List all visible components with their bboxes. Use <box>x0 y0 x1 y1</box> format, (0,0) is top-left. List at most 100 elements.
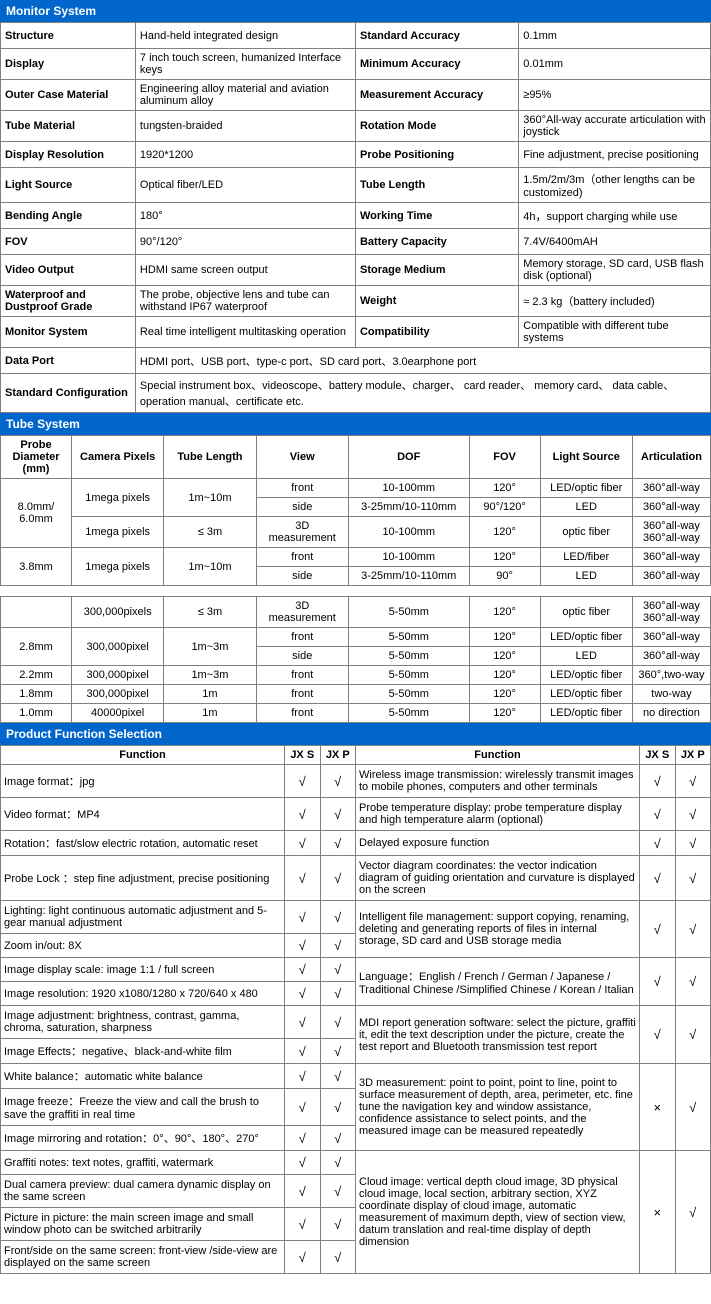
cell: 300,000pixel <box>72 628 164 666</box>
cell: Outer Case Material <box>1 80 136 111</box>
cell: 8.0mm/ 6.0mm <box>1 479 72 548</box>
func-text: MDI report generation software: select t… <box>356 1006 640 1064</box>
cell: 3.8mm <box>1 548 72 586</box>
cell: 3-25mm/10-110mm <box>348 567 469 586</box>
jxs-mark: √ <box>285 1208 321 1241</box>
func-text: Image adjustment: brightness, contrast, … <box>1 1006 285 1039</box>
cell: 7 inch touch screen, humanized Interface… <box>135 49 355 80</box>
cell: 5-50mm <box>348 666 469 685</box>
cell: 10-100mm <box>348 479 469 498</box>
cell: Real time intelligent multitasking opera… <box>135 317 355 348</box>
jxs-mark: √ <box>285 831 321 856</box>
cell: 1mega pixels <box>72 479 164 517</box>
cell: 1m~3m <box>164 628 256 666</box>
jxs-mark: √ <box>285 856 321 901</box>
cell: 120° <box>469 548 540 567</box>
cell: Structure <box>1 23 136 49</box>
cell: 5-50mm <box>348 704 469 723</box>
func-text: Vector diagram coordinates: the vector i… <box>356 856 640 901</box>
func-text: Front/side on the same screen: front-vie… <box>1 1241 285 1274</box>
cell: no direction <box>632 704 710 723</box>
jxp-mark: √ <box>320 934 356 958</box>
cell: 1920*1200 <box>135 142 355 168</box>
jxs-mark: √ <box>285 765 321 798</box>
cell: 5-50mm <box>348 628 469 647</box>
jxs-mark: √ <box>285 798 321 831</box>
func-text: Image freeze：Freeze the view and call th… <box>1 1089 285 1126</box>
jxp-mark: √ <box>675 1064 711 1151</box>
jxs-mark: √ <box>640 958 676 1006</box>
jxs-mark: √ <box>285 1089 321 1126</box>
cell: 1mega pixels <box>72 548 164 586</box>
cell <box>1 597 72 628</box>
cell: Compatibility <box>355 317 518 348</box>
cell: Display <box>1 49 136 80</box>
jxs-mark: × <box>640 1151 676 1274</box>
cell: 1.8mm <box>1 685 72 704</box>
func-text: Zoom in/out: 8X <box>1 934 285 958</box>
jxp-mark: √ <box>320 765 356 798</box>
jxp-mark: √ <box>320 958 356 982</box>
cell: front <box>256 704 348 723</box>
cell: 120° <box>469 704 540 723</box>
cell: 360°all-way <box>632 628 710 647</box>
cell: Special instrument box、videoscope、batter… <box>135 374 710 413</box>
col-header: View <box>256 436 348 479</box>
jxs-mark: √ <box>285 1039 321 1064</box>
cell: ≤ 3m <box>164 597 256 628</box>
col-header: Camera Pixels <box>72 436 164 479</box>
jxp-mark: √ <box>320 1175 356 1208</box>
jxp-mark: √ <box>320 1064 356 1089</box>
jxp-mark: √ <box>675 1006 711 1064</box>
cell: 1m <box>164 704 256 723</box>
cell: LED/optic fiber <box>540 704 632 723</box>
jxs-mark: √ <box>285 958 321 982</box>
cell: 2.8mm <box>1 628 72 666</box>
cell: 5-50mm <box>348 597 469 628</box>
col-header: Light Source <box>540 436 632 479</box>
cell: 120° <box>469 517 540 548</box>
cell: Video Output <box>1 255 136 286</box>
col-header: Tube Length <box>164 436 256 479</box>
cell: ≥95% <box>519 80 711 111</box>
cell: 3D measurement <box>256 517 348 548</box>
cell: side <box>256 647 348 666</box>
cell: ≤ 3m <box>164 517 256 548</box>
cell: LED <box>540 498 632 517</box>
tube-table-1: Probe Diameter (mm)Camera PixelsTube Len… <box>0 435 711 586</box>
func-text: Graffiti notes: text notes, graffiti, wa… <box>1 1151 285 1175</box>
jxp-mark: √ <box>320 1006 356 1039</box>
jxs-mark: √ <box>640 1006 676 1064</box>
func-text: Image display scale: image 1:1 / full sc… <box>1 958 285 982</box>
cell: FOV <box>1 229 136 255</box>
cell: 300,000pixel <box>72 685 164 704</box>
cell: side <box>256 498 348 517</box>
cell: 3-25mm/10-110mm <box>348 498 469 517</box>
func-text: Probe temperature display: probe tempera… <box>356 798 640 831</box>
cell: Rotation Mode <box>355 111 518 142</box>
cell: Hand-held integrated design <box>135 23 355 49</box>
cell: LED/optic fiber <box>540 666 632 685</box>
cell: ≈ 2.3 kg（battery included) <box>519 286 711 317</box>
cell: Working Time <box>355 203 518 229</box>
cell: 360°all-way <box>632 647 710 666</box>
cell: 1.5m/2m/3m（other lengths can be customiz… <box>519 168 711 203</box>
cell: 360°all-way <box>632 498 710 517</box>
jxs-mark: √ <box>640 831 676 856</box>
cell: Optical fiber/LED <box>135 168 355 203</box>
cell: Engineering alloy material and aviation … <box>135 80 355 111</box>
cell: 120° <box>469 685 540 704</box>
cell: 1m~10m <box>164 548 256 586</box>
func-table: Function JX S JX P Function JX S JX P Im… <box>0 745 711 1274</box>
jxp-mark: √ <box>320 1241 356 1274</box>
cell: 5-50mm <box>348 647 469 666</box>
cell: 120° <box>469 628 540 647</box>
jxs-mark: √ <box>285 934 321 958</box>
col-function: Function <box>356 746 640 765</box>
cell: Battery Capacity <box>355 229 518 255</box>
col-header: Probe Diameter (mm) <box>1 436 72 479</box>
cell: optic fiber <box>540 517 632 548</box>
cell: 5-50mm <box>348 685 469 704</box>
cell: Tube Material <box>1 111 136 142</box>
cell: 360°all-way 360°all-way <box>632 597 710 628</box>
